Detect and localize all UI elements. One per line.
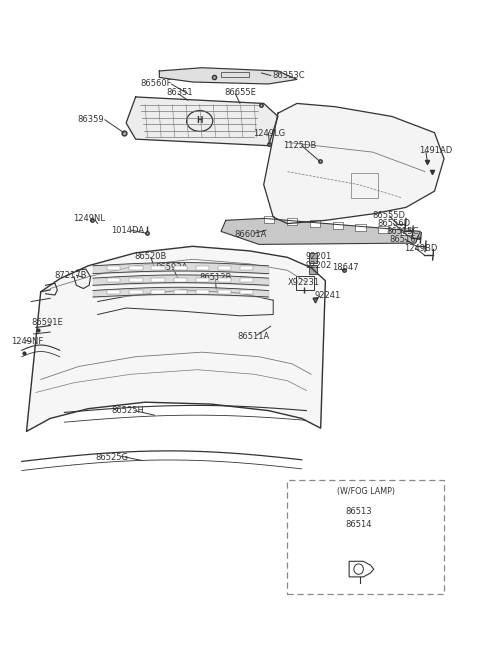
Bar (107, 278, 120, 282)
Bar (218, 290, 231, 293)
Text: 86353C: 86353C (272, 71, 305, 80)
Bar (174, 290, 187, 293)
Bar (107, 290, 120, 293)
Text: 86514: 86514 (346, 520, 372, 529)
Text: 86515C: 86515C (386, 227, 419, 236)
Polygon shape (264, 103, 444, 223)
Text: 86525H: 86525H (111, 406, 144, 415)
Text: 86520B: 86520B (135, 252, 167, 261)
Bar (240, 278, 253, 282)
Text: 86591E: 86591E (31, 318, 63, 327)
Text: 1249LG: 1249LG (253, 130, 286, 138)
Polygon shape (26, 246, 325, 432)
Bar (351, 173, 378, 198)
Bar (129, 278, 143, 282)
Text: 1491AD: 1491AD (420, 146, 453, 155)
Bar (151, 278, 165, 282)
Text: 1125DB: 1125DB (283, 141, 316, 150)
Text: 92201: 92201 (305, 252, 332, 261)
Bar (309, 265, 317, 274)
Text: 86513: 86513 (345, 507, 372, 515)
Text: 1249BD: 1249BD (404, 244, 437, 253)
Text: 86655E: 86655E (225, 88, 257, 97)
Text: X92231: X92231 (288, 278, 320, 286)
Text: 86525G: 86525G (96, 453, 128, 462)
Text: 18647: 18647 (333, 263, 359, 272)
Text: 86601A: 86601A (234, 230, 267, 239)
Text: 92202: 92202 (305, 261, 332, 271)
Bar (333, 222, 343, 229)
Text: 86359: 86359 (78, 115, 104, 124)
Bar (196, 278, 209, 282)
Text: H: H (196, 117, 203, 126)
Text: 86516A: 86516A (389, 234, 422, 244)
Bar (196, 267, 209, 271)
Polygon shape (126, 97, 278, 145)
Bar (129, 267, 143, 271)
Bar (107, 267, 120, 271)
Bar (296, 276, 314, 290)
Text: 1249NL: 1249NL (73, 214, 105, 223)
Text: (W/FOG LAMP): (W/FOG LAMP) (337, 487, 395, 496)
Text: 92241: 92241 (315, 291, 341, 299)
Text: 86555D: 86555D (372, 212, 405, 220)
Bar (174, 278, 187, 282)
Bar (309, 253, 317, 263)
Bar (287, 218, 297, 225)
Text: 86511A: 86511A (238, 332, 270, 341)
Bar (240, 267, 253, 271)
Text: 86512B: 86512B (199, 273, 231, 282)
Bar (264, 216, 274, 223)
Bar (240, 290, 253, 293)
Bar (151, 267, 165, 271)
Bar (310, 220, 320, 227)
Bar (356, 224, 366, 231)
Bar (218, 278, 231, 282)
Polygon shape (159, 67, 297, 84)
Bar (378, 226, 389, 233)
Text: 1014DA: 1014DA (111, 225, 144, 234)
Text: 1249NF: 1249NF (12, 337, 44, 346)
Bar (401, 228, 412, 234)
Text: 86556D: 86556D (378, 219, 411, 228)
Bar (151, 290, 165, 293)
Text: 87217B: 87217B (54, 271, 86, 280)
Text: 86351: 86351 (167, 88, 193, 97)
Bar (196, 290, 209, 293)
Text: 86593A: 86593A (156, 263, 188, 272)
Bar (174, 267, 187, 271)
Polygon shape (221, 218, 420, 244)
Bar (218, 267, 231, 271)
Text: 86560F: 86560F (140, 79, 172, 88)
Bar (129, 290, 143, 293)
